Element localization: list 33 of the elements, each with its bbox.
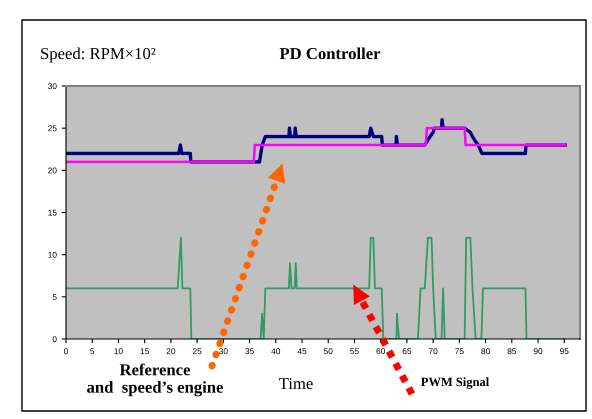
x-tick-label: 60	[376, 348, 386, 354]
chart-title: PD Controller	[280, 47, 380, 60]
x-tick-label: 45	[298, 348, 306, 354]
x-tick-label: 80	[481, 348, 490, 354]
text: Reference and speed’s engine	[87, 363, 224, 396]
y-tick-label: 20	[48, 168, 57, 174]
x-tick-label: 40	[271, 348, 280, 354]
y-tick-label: 25	[48, 125, 57, 132]
x-tick-label: 95	[560, 348, 569, 354]
y-tick-label: 10	[48, 252, 57, 258]
x-axis-title: Time	[279, 378, 313, 390]
x-tick-label: 0	[64, 348, 68, 354]
x-tick-label: 90	[534, 348, 542, 354]
x-tick-label: 20	[166, 348, 176, 354]
x-tick-label: 70	[428, 348, 438, 354]
y-tick-label: 15	[48, 210, 57, 216]
text: PWM Signal	[421, 377, 489, 389]
y-tick-label: 5	[52, 294, 57, 300]
x-tick-label: 85	[508, 348, 516, 354]
x-tick-label: 30	[219, 348, 228, 354]
chart-subtitle: Speed: RPM×10²	[41, 47, 156, 63]
y-tick-label: 0	[52, 336, 57, 342]
x-tick-label: 10	[114, 348, 123, 354]
x-tick-label: 55	[350, 348, 359, 354]
x-tick-label: 15	[140, 348, 149, 354]
x-tick-label: 75	[455, 348, 464, 354]
x-tick-label: 35	[245, 348, 254, 354]
x-tick-label: 65	[402, 348, 412, 354]
line-series	[66, 236, 566, 339]
x-tick-label: 50	[324, 348, 333, 354]
y-tick-label: 30	[48, 83, 57, 90]
x-tick-label: 5	[90, 348, 94, 354]
x-tick-label: 25	[192, 348, 202, 354]
